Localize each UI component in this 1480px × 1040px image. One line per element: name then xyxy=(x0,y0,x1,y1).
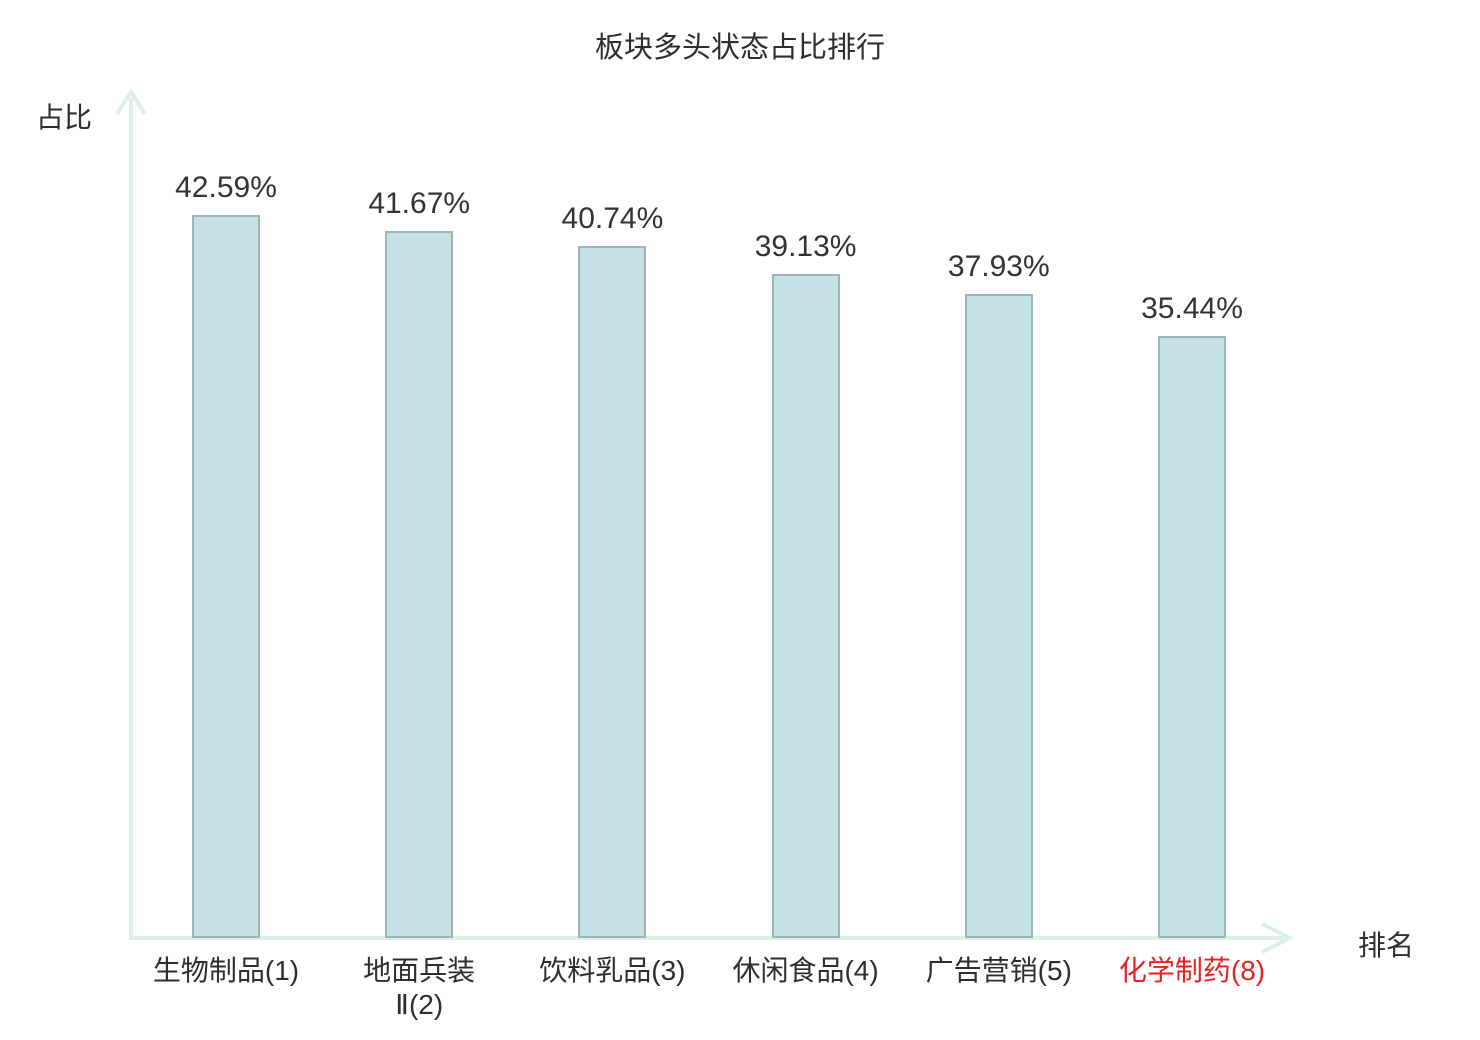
x-tick-label: 广告营销(5) xyxy=(925,955,1072,986)
bar-value-label: 40.74% xyxy=(561,202,664,235)
x-tick-label: 休闲食品(4) xyxy=(732,955,879,986)
bar-value-label: 41.67% xyxy=(368,187,471,220)
bar-value-label: 42.59% xyxy=(175,171,277,204)
bar xyxy=(1158,336,1226,938)
x-tick-label: 地面兵装 Ⅱ(2) xyxy=(363,955,476,1021)
x-axis-label: 排名 xyxy=(1358,930,1415,961)
x-tick-label: 生物制品(1) xyxy=(152,955,300,986)
y-axis-arrow xyxy=(115,88,147,940)
x-tick-label: 化学制药(8) xyxy=(1118,955,1266,986)
y-axis-label: 占比 xyxy=(36,102,93,133)
bar xyxy=(192,215,260,938)
bar xyxy=(771,274,840,938)
x-axis-arrow xyxy=(129,922,1295,954)
bar xyxy=(964,294,1033,938)
chart-title: 板块多头状态占比排行 xyxy=(594,32,885,64)
bar-value-label: 39.13% xyxy=(754,230,857,263)
bar-value-label: 37.93% xyxy=(947,250,1050,283)
bar-value-label: 35.44% xyxy=(1141,292,1243,325)
bar xyxy=(578,246,647,938)
x-tick-label: 饮料乳品(3) xyxy=(539,955,686,986)
bar xyxy=(385,231,454,938)
